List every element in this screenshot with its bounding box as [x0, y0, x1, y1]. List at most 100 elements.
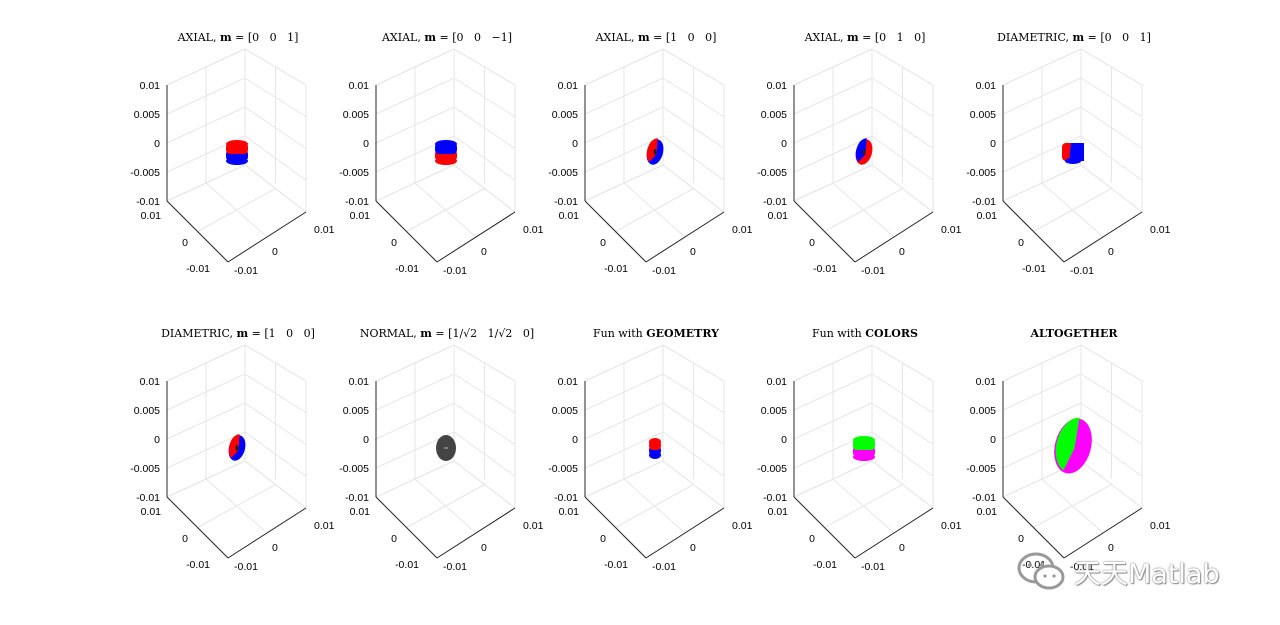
z-tick-label: -0.005 — [757, 463, 787, 475]
x-tick-label: 0.01 — [141, 210, 162, 222]
subplot-1: 0.01 0.005 0 -0.005 -0.01 0.01 0 -0.01 -0.01 0 0.0… — [130, 31, 334, 277]
axes-grid — [1002, 48, 1143, 263]
x-tick-label: 0 — [182, 237, 188, 249]
y-tick-label: 0 — [481, 246, 487, 258]
x-tick-label: 0 — [391, 237, 397, 249]
magnet-shape — [435, 140, 457, 165]
z-tick-label: -0.01 — [763, 196, 787, 208]
magnet-half — [855, 138, 867, 162]
x-tick-label: -0.01 — [1022, 263, 1046, 275]
z-tick-label: -0.01 — [345, 196, 369, 208]
z-tick-label: 0 — [572, 138, 578, 150]
subplot-title: NORMAL, m = [1/√2 1/√2 0] — [360, 327, 534, 340]
y-tick-label: -0.01 — [234, 265, 258, 277]
z-tick-label: 0.005 — [552, 109, 578, 121]
x-tick-label: 0 — [1018, 237, 1024, 249]
magnet-shape — [646, 138, 664, 165]
magnet-half — [1065, 158, 1081, 164]
z-tick-label: 0 — [154, 434, 160, 446]
x-tick-label: 0.01 — [350, 210, 371, 222]
z-tick-label: -0.005 — [548, 463, 578, 475]
z-tick-label: -0.01 — [554, 196, 578, 208]
y-tick-label: 0 — [899, 542, 905, 554]
x-tick-label: 0 — [809, 237, 815, 249]
z-tick-label: 0.01 — [140, 376, 161, 388]
z-tick-label: -0.005 — [548, 167, 578, 179]
z-tick-label: 0 — [990, 434, 996, 446]
z-tick-label: -0.005 — [339, 463, 369, 475]
wechat-logo-icon — [1017, 552, 1065, 590]
z-tick-label: 0.005 — [134, 405, 160, 417]
x-tick-label: 0.01 — [559, 506, 580, 518]
subplot-title: DIAMETRIC, m = [1 0 0] — [161, 327, 315, 340]
x-tick-label: -0.01 — [395, 559, 419, 571]
z-tick-label: 0.005 — [343, 405, 369, 417]
z-tick-label: 0.01 — [976, 376, 997, 388]
magnet-shape — [649, 438, 661, 459]
axes-lines — [1002, 85, 1143, 263]
z-tick-label: 0.005 — [134, 109, 160, 121]
y-tick-label: 0 — [1108, 246, 1114, 258]
axes-lines — [793, 85, 934, 263]
z-tick-label: -0.005 — [966, 167, 996, 179]
x-tick-label: -0.01 — [186, 263, 210, 275]
magnet-half — [226, 140, 248, 148]
x-tick-label: -0.01 — [395, 263, 419, 275]
z-tick-label: -0.005 — [966, 463, 996, 475]
y-tick-label: -0.01 — [861, 561, 885, 573]
z-tick-label: -0.01 — [136, 492, 160, 504]
magnet-half — [853, 436, 875, 444]
magnet-half — [1055, 417, 1080, 471]
axes-lines — [584, 85, 725, 263]
axes-grid — [1002, 344, 1143, 559]
magnet-shape — [1062, 143, 1084, 164]
x-tick-label: 0.01 — [768, 210, 789, 222]
y-tick-label: 0.01 — [1150, 224, 1171, 236]
x-tick-label: 0 — [600, 533, 606, 545]
x-tick-label: 0.01 — [141, 506, 162, 518]
subplot-8: 0.01 0.005 0 -0.005 -0.01 0.01 0 -0.01 -0.01 0 0.0… — [548, 327, 752, 573]
x-tick-label: -0.01 — [813, 559, 837, 571]
z-tick-label: 0.01 — [558, 376, 579, 388]
z-tick-label: 0.01 — [767, 80, 788, 92]
y-tick-label: -0.01 — [443, 561, 467, 573]
z-tick-label: -0.005 — [130, 167, 160, 179]
z-tick-label: -0.01 — [972, 492, 996, 504]
subplot-9: 0.01 0.005 0 -0.005 -0.01 0.01 0 -0.01 -0.01 0 0.0… — [757, 327, 961, 573]
z-tick-label: 0.01 — [558, 80, 579, 92]
y-tick-label: 0.01 — [523, 224, 544, 236]
magnet-hole — [653, 149, 657, 155]
subplot-7: 0.01 0.005 0 -0.005 -0.01 0.01 0 -0.01 -0.01 0 0.0… — [339, 327, 543, 573]
y-tick-label: 0 — [690, 246, 696, 258]
magnet-hole — [862, 149, 866, 155]
y-tick-label: 0.01 — [732, 224, 753, 236]
subplot-6: 0.01 0.005 0 -0.005 -0.01 0.01 0 -0.01 -0.01 0 0.0… — [130, 327, 334, 573]
axes-lines — [166, 381, 307, 559]
z-tick-label: -0.01 — [136, 196, 160, 208]
subplot-title: AXIAL, m = [0 0 1] — [177, 31, 299, 44]
subplot-title: AXIAL, m = [0 1 0] — [804, 31, 926, 44]
axes-lines — [1002, 381, 1143, 559]
z-tick-label: 0.005 — [970, 405, 996, 417]
y-tick-label: -0.01 — [652, 561, 676, 573]
magnet-half — [646, 138, 658, 162]
y-tick-label: 0 — [272, 246, 278, 258]
z-tick-label: 0 — [781, 434, 787, 446]
subplot-title: AXIAL, m = [0 0 −1] — [381, 31, 512, 44]
subplot-2: 0.01 0.005 0 -0.005 -0.01 0.01 0 -0.01 -0.01 0 0.0… — [339, 31, 543, 277]
y-tick-label: -0.01 — [1070, 265, 1094, 277]
subplot-title: AXIAL, m = [1 0 0] — [595, 31, 717, 44]
y-tick-label: -0.01 — [234, 561, 258, 573]
magnet-half — [435, 140, 457, 148]
axes-lines — [375, 381, 516, 559]
x-tick-label: 0 — [600, 237, 606, 249]
z-tick-label: -0.01 — [554, 492, 578, 504]
axes-lines — [584, 381, 725, 559]
z-tick-label: 0.01 — [767, 376, 788, 388]
magnet-shape — [228, 434, 246, 461]
z-tick-label: 0.005 — [970, 109, 996, 121]
subplot-4: 0.01 0.005 0 -0.005 -0.01 0.01 0 -0.01 -0.01 0 0.0… — [757, 31, 961, 277]
y-tick-label: 0 — [690, 542, 696, 554]
x-tick-label: 0.01 — [768, 506, 789, 518]
y-tick-label: 0.01 — [314, 224, 335, 236]
